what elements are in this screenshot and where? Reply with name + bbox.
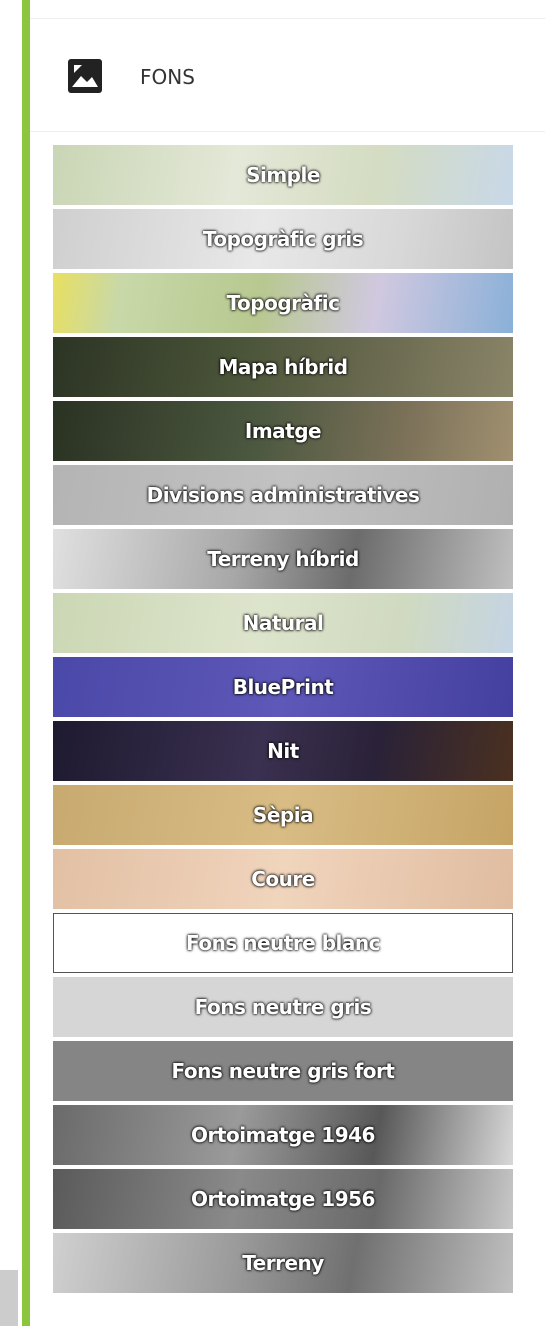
basemap-tile[interactable]: Natural — [53, 593, 513, 653]
section-title: FONS — [140, 65, 195, 89]
image-icon — [68, 59, 102, 93]
sidebar-accent — [22, 0, 30, 1326]
basemap-tile[interactable]: Coure — [53, 849, 513, 909]
basemap-tile[interactable]: Simple — [53, 145, 513, 205]
basemap-tile[interactable]: Fons neutre gris — [53, 977, 513, 1037]
basemap-tile[interactable]: Terreny — [53, 1233, 513, 1293]
basemap-tile[interactable]: Mapa híbrid — [53, 337, 513, 397]
basemap-tile[interactable]: Divisions administratives — [53, 465, 513, 525]
basemap-tile[interactable]: Sèpia — [53, 785, 513, 845]
basemap-tile[interactable]: BluePrint — [53, 657, 513, 717]
basemap-tile[interactable]: Ortoimatge 1946 — [53, 1105, 513, 1165]
basemap-tile[interactable]: Nit — [53, 721, 513, 781]
basemap-tile[interactable]: Fons neutre gris fort — [53, 1041, 513, 1101]
basemap-tile[interactable]: Terreny híbrid — [53, 529, 513, 589]
basemap-tile[interactable]: Fons neutre blanc — [53, 913, 513, 973]
basemap-tile[interactable]: Topogràfic gris — [53, 209, 513, 269]
scroll-stub — [0, 1270, 18, 1326]
basemap-tile[interactable]: Imatge — [53, 401, 513, 461]
basemap-tile[interactable]: Ortoimatge 1956 — [53, 1169, 513, 1229]
section-header[interactable]: FONS — [30, 18, 545, 132]
page: FONS SimpleTopogràfic grisTopogràficMapa… — [0, 0, 545, 1326]
basemap-tile[interactable]: Topogràfic — [53, 273, 513, 333]
